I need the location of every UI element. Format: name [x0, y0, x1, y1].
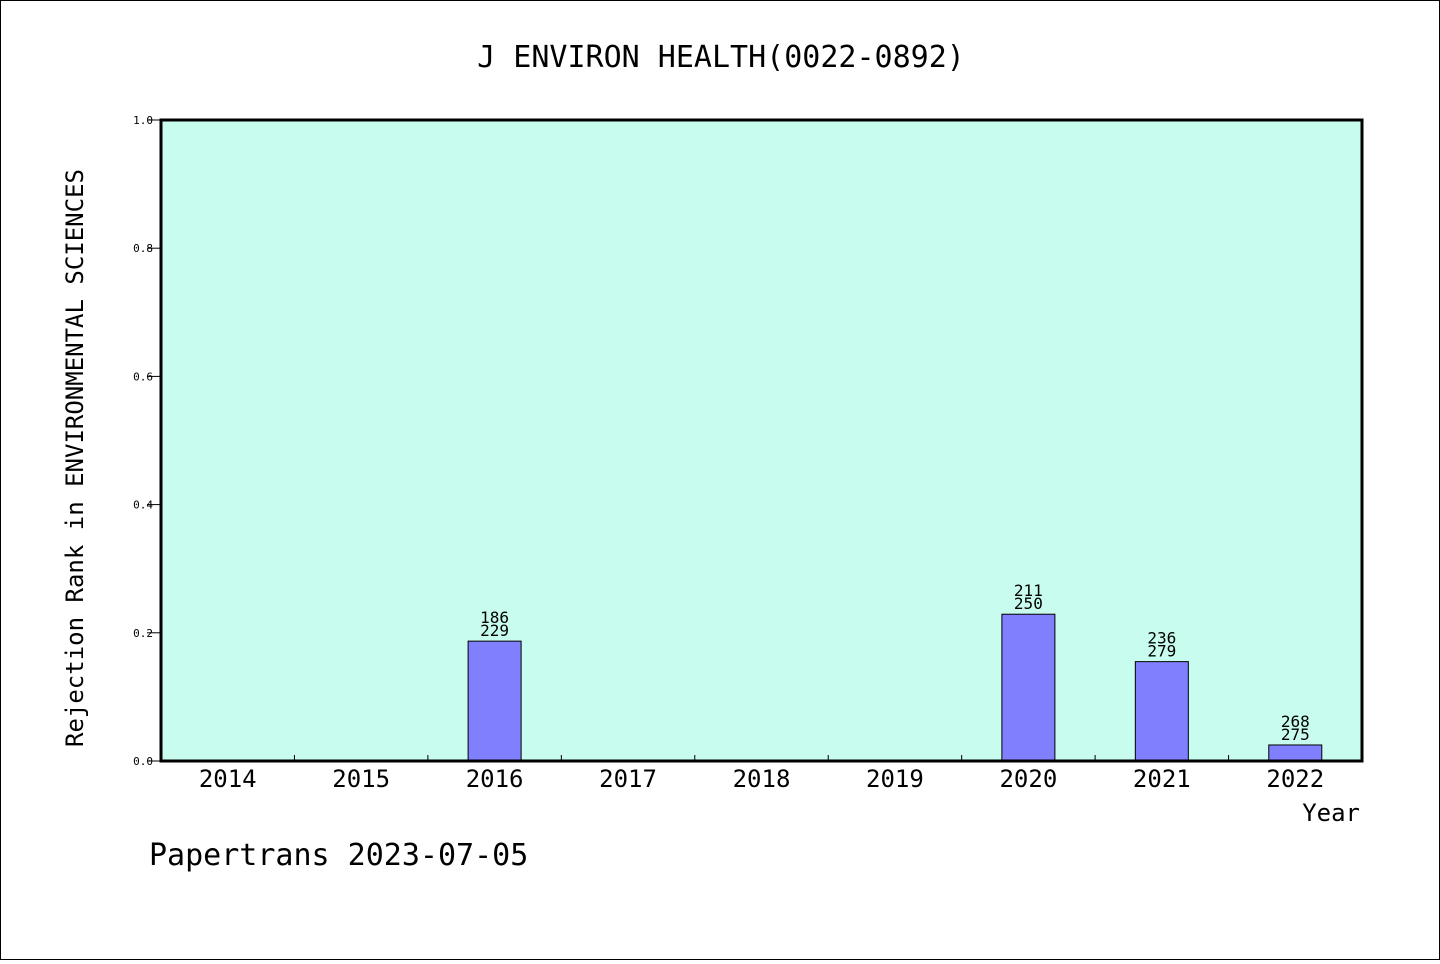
- x-tick-label: 2022: [1266, 765, 1324, 793]
- y-tick-label: 0.4: [133, 499, 153, 512]
- x-tick-label: 2020: [999, 765, 1057, 793]
- x-tick-label: 2021: [1133, 765, 1191, 793]
- y-tick-label: 0.2: [133, 627, 153, 640]
- bar: [1001, 613, 1056, 762]
- chart-title: J ENVIRON HEALTH(0022-0892): [477, 40, 965, 75]
- y-tick-label: 0.8: [133, 242, 153, 255]
- bar-label-bottom: 279: [1147, 642, 1176, 661]
- bar: [1134, 661, 1189, 762]
- y-axis-label: Rejection Rank in ENVIRONMENTAL SCIENCES: [61, 169, 89, 747]
- bar: [1268, 744, 1323, 762]
- y-tick-label: 0.0: [133, 755, 153, 768]
- bar-label-top: 211: [1014, 581, 1043, 600]
- x-tick-label: 2015: [332, 765, 390, 793]
- footer-text: Papertrans 2023-07-05: [149, 838, 528, 873]
- x-tick-label: 2019: [866, 765, 924, 793]
- bar-label-bottom: 275: [1281, 725, 1310, 744]
- bar-label-top: 236: [1147, 629, 1176, 648]
- bar-label-bottom: 229: [480, 621, 509, 640]
- y-tick-label: 0.6: [133, 370, 153, 383]
- bar-label-bottom: 250: [1014, 594, 1043, 613]
- bar: [467, 640, 522, 762]
- x-tick-label: 2018: [733, 765, 791, 793]
- bar-label-top: 268: [1281, 712, 1310, 731]
- x-tick-label: 2017: [599, 765, 657, 793]
- bar-label-top: 186: [480, 608, 509, 627]
- x-axis: 2014 2015 2016 2017 2018 2019 2020 2021 2022: [199, 755, 1324, 793]
- y-axis: 0.0 0.2 0.4 0.6 0.8 1.0: [133, 114, 160, 768]
- x-axis-label: Year: [1302, 799, 1360, 827]
- x-tick-label: 2014: [199, 765, 257, 793]
- y-tick-label: 1.0: [133, 114, 153, 127]
- plot-area: [159, 118, 1364, 763]
- x-tick-label: 2016: [466, 765, 524, 793]
- plot-border: [159, 118, 1364, 763]
- bars-group: [467, 613, 1323, 762]
